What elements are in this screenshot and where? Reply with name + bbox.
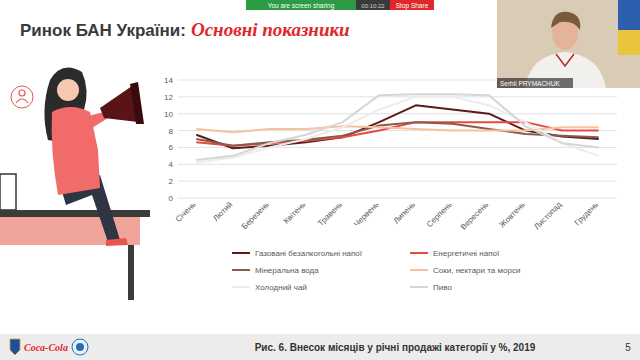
plot-lines — [196, 94, 598, 162]
y-tick-label: 8 — [169, 127, 174, 136]
laptop — [0, 174, 16, 210]
x-tick-label: Квітень — [282, 200, 308, 226]
x-tick-label: Січень — [174, 200, 198, 224]
legend-swatch — [410, 252, 428, 254]
y-tick-label: 0 — [169, 194, 174, 203]
legend: Газовані безалкогольні напої Енергетичні … — [232, 249, 520, 292]
legend-label: Мінеральна вода — [255, 266, 319, 275]
x-tick-label: Жовтень — [498, 200, 527, 229]
user-icon-body — [16, 99, 28, 103]
desk-top — [0, 210, 150, 217]
stop-share-label[interactable]: Stop Share — [396, 2, 429, 10]
video-name-box — [497, 78, 573, 88]
slide: Ринок БАН України: Основні показники 0 2 4 6 8… — [0, 0, 640, 360]
footer-bar — [0, 334, 640, 360]
legend-swatch — [232, 252, 250, 254]
y-tick-label: 2 — [169, 177, 174, 186]
user-icon-ring — [11, 86, 33, 108]
participant-name: Serhii PRYMACHUK — [500, 80, 561, 87]
x-tick-label: Березень — [240, 200, 271, 231]
legend-swatch — [232, 286, 250, 288]
y-tick-label: 14 — [164, 76, 173, 85]
legend-label: Пиво — [433, 283, 452, 292]
logo-seal — [72, 339, 88, 355]
timer-box — [356, 0, 390, 10]
x-tick-label: Лютий — [211, 200, 234, 223]
desk-front — [0, 217, 140, 245]
chart: 0 2 4 6 8 10 12 14 Січень Лютий Березень Квітень Тра… — [164, 76, 617, 292]
legend-swatch — [410, 269, 428, 271]
share-timer: 00:10:22 — [361, 3, 385, 9]
legend-label: Соки, нектари та морси — [433, 266, 520, 275]
legend-label: Холодний чай — [255, 283, 307, 292]
video-thumbnail: Serhii PRYMACHUK — [497, 0, 640, 88]
x-tick-label: Червень — [352, 200, 381, 229]
video-flag-blue — [618, 0, 640, 30]
x-tick-label: Вересень — [459, 200, 491, 232]
series-line — [196, 105, 598, 148]
video-person-collar — [556, 54, 574, 66]
y-tick-label: 6 — [169, 143, 174, 152]
legend-swatch — [232, 269, 250, 271]
video-background — [497, 0, 640, 88]
grid-line — [178, 181, 617, 182]
stop-share-button[interactable] — [390, 0, 434, 10]
logo-coca-cola: Coca-Cola — [24, 342, 68, 353]
grid-line — [178, 164, 617, 165]
zoom-share-bar: You are screen sharing 00:10:22 Stop Share — [246, 0, 434, 10]
series-line — [196, 94, 598, 160]
video-flag-yellow — [618, 30, 640, 55]
woman-shoe — [106, 238, 128, 246]
x-tick-label: Грудень — [573, 200, 600, 227]
grid-line — [178, 96, 617, 97]
user-icon-head — [19, 90, 25, 96]
slide-background — [0, 0, 640, 360]
video-person-hair — [551, 12, 580, 30]
chart-caption: Рис. 6. Внесок місяців у річні продажі к… — [255, 342, 536, 353]
x-tick-label: Серпень — [425, 200, 454, 229]
logo-emblem — [10, 339, 20, 355]
series-line — [196, 122, 598, 146]
share-status-box — [246, 0, 356, 10]
series-line — [196, 97, 598, 163]
page-number: 5 — [625, 342, 631, 353]
legend-label: Енергетичні напої — [433, 249, 500, 258]
y-tick-label: 12 — [164, 93, 173, 102]
x-tick-label: Травень — [316, 200, 344, 228]
megaphone-bell — [130, 82, 144, 124]
x-tick-label: Липень — [392, 200, 418, 226]
x-tick-label: Листопад — [532, 200, 563, 231]
slide-title-emphasis: Основні показники — [191, 19, 350, 40]
desk-leg — [128, 245, 134, 300]
illustration — [0, 68, 150, 301]
share-status: You are screen sharing — [268, 2, 335, 10]
legend-swatch — [410, 286, 428, 288]
slide-title: Ринок БАН України: — [20, 21, 186, 40]
legend-label: Газовані безалкогольні напої — [255, 249, 363, 258]
series-line — [196, 122, 598, 146]
grid-line — [178, 198, 617, 199]
y-tick-label: 10 — [164, 110, 173, 119]
woman-face — [57, 79, 79, 101]
y-tick-label: 4 — [169, 160, 174, 169]
logo-seal-inner — [76, 343, 84, 351]
